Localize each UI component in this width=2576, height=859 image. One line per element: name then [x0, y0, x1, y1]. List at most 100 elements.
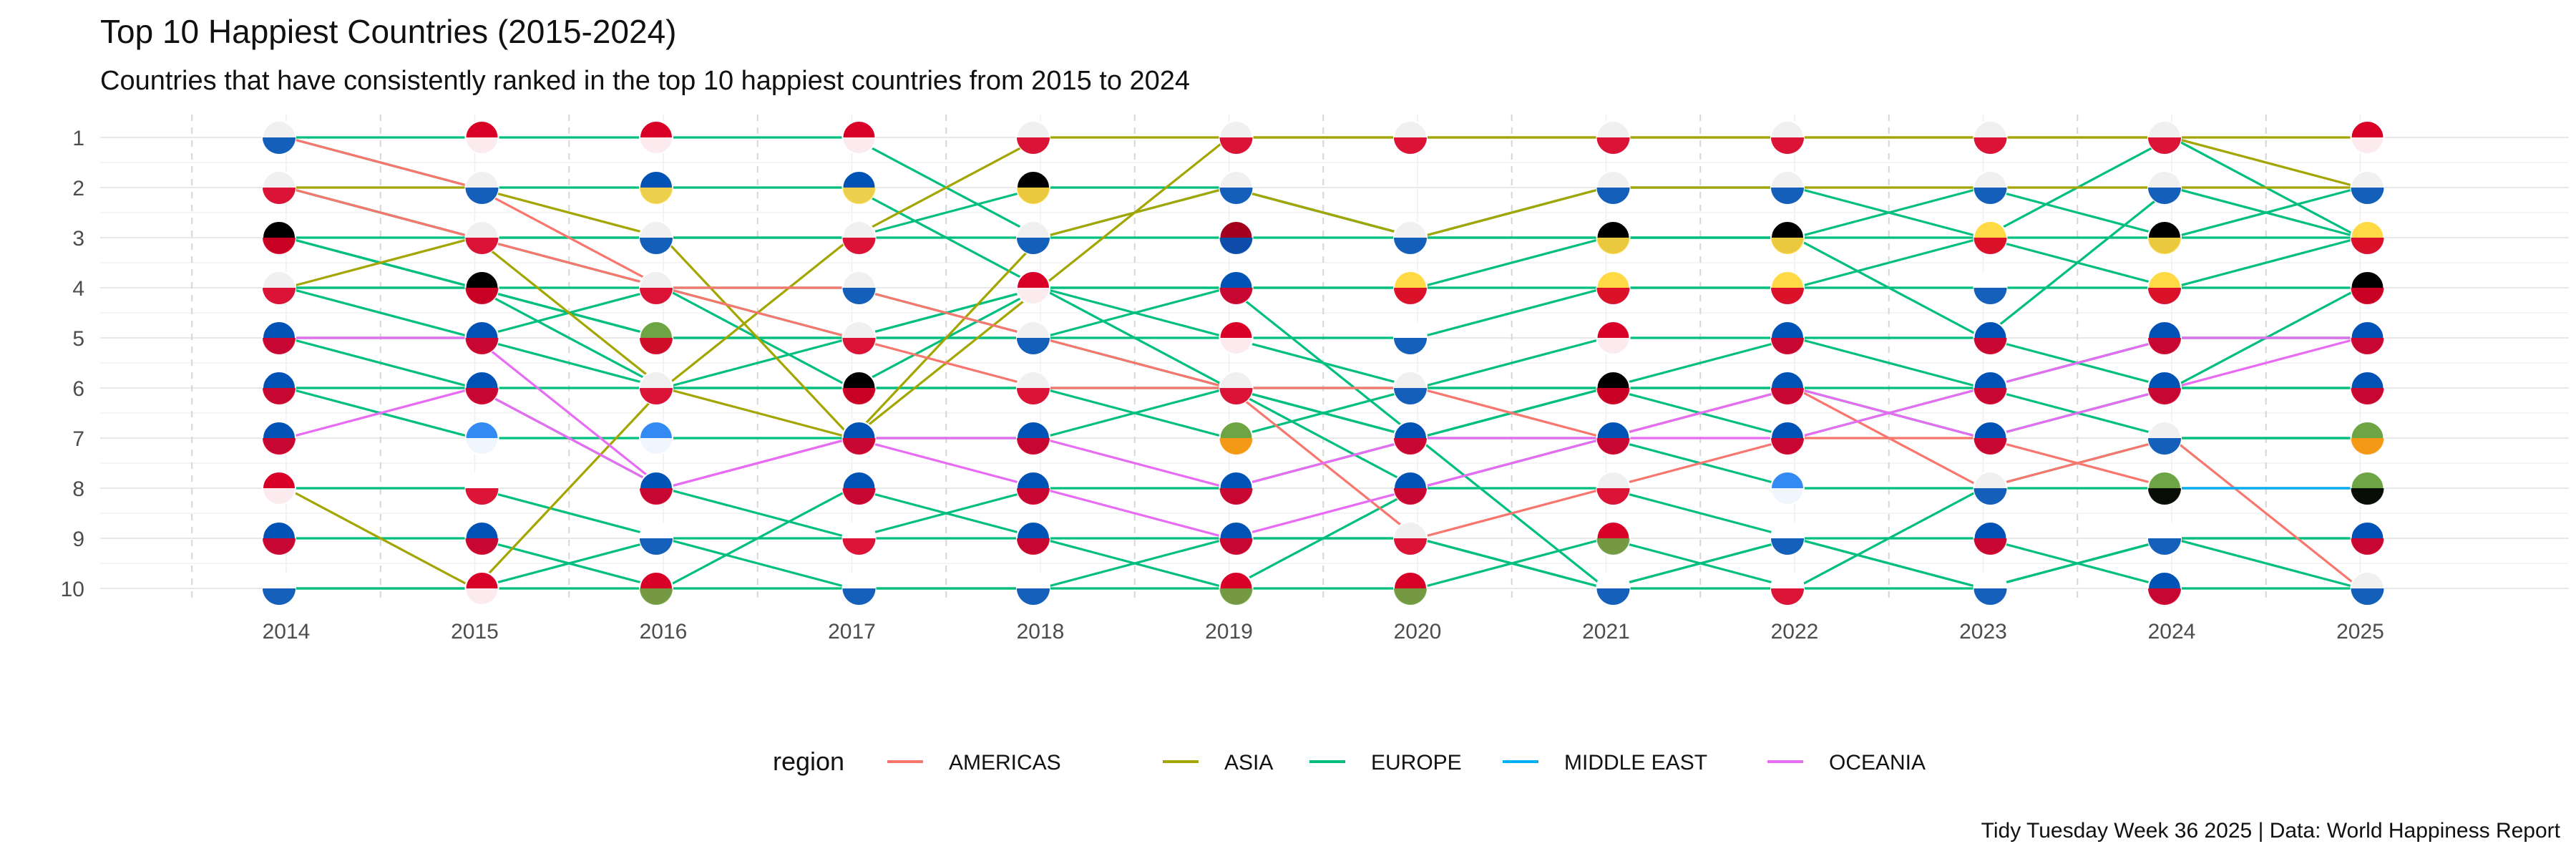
flag-point-iceland-stripe: [465, 538, 499, 555]
flag-point-japan: [2147, 120, 2182, 155]
flag-point-slovakia-stripe: [1017, 538, 1050, 555]
flag-point-uk: [1770, 321, 1805, 355]
flag-point-iceland-stripe: [263, 538, 296, 555]
flag-point-spain-stripe: [1974, 238, 2007, 254]
y-tick-label: 3: [72, 227, 84, 251]
flag-point-singapore-stripe: [465, 588, 499, 606]
flag-point-hungary: [639, 571, 673, 606]
flag-point-korea: [1219, 170, 1254, 205]
flag-point-australia: [1393, 421, 1428, 455]
series-line-japan: [286, 136, 2361, 389]
flag-point-canada: [639, 271, 673, 305]
flag-point-spain-stripe: [2148, 288, 2181, 304]
flag-point-slovakia-stripe: [263, 388, 296, 404]
flag-point-denmark-stripe: [842, 137, 876, 154]
flag-point-hungary: [1393, 571, 1428, 606]
flag-point-switzerland-stripe: [1219, 338, 1253, 355]
flag-point-japan: [1596, 120, 1631, 155]
legend-label-americas: AMERICAS: [949, 751, 1061, 775]
flag-point-korea-stripe: [640, 238, 673, 254]
flag-point-new-zealand: [464, 321, 499, 355]
flag-point-australia: [1973, 421, 2008, 455]
series-line-slovenia: [286, 537, 2361, 590]
flag-point-canada: [1596, 471, 1631, 505]
flag-point-spain: [1770, 271, 1805, 305]
flag-point-uae-stripe: [2351, 488, 2384, 505]
flag-point-iceland: [2147, 571, 2182, 606]
series-line-usa: [286, 136, 2361, 590]
flag-point-slovenia-stripe: [1974, 588, 2007, 606]
flag-point-japan-stripe: [1771, 137, 1804, 154]
y-axis: 1 2 3 4 5 6 7 8 9 10: [61, 127, 84, 601]
x-tick-label: 2024: [2148, 620, 2196, 644]
flag-point-ireland: [1219, 421, 1254, 455]
flag-point-japan: [841, 220, 877, 255]
flag-point-korea-stripe: [2148, 188, 2181, 204]
flag-point-ireland-stripe: [1219, 438, 1253, 455]
flag-point-germany-stripe: [1017, 188, 1050, 204]
flag-point-canada-stripe: [1219, 388, 1253, 404]
flag-point-usa-stripe: [263, 137, 296, 154]
flag-point-belgium: [464, 271, 499, 305]
flag-point-australia-stripe: [2148, 388, 2181, 404]
chart-title: Top 10 Happiest Countries (2015-2024): [100, 13, 677, 50]
flag-point-switzerland-stripe: [1596, 338, 1630, 355]
flag-point-germany: [1016, 170, 1050, 205]
flag-point-singapore: [1016, 271, 1050, 305]
flag-point-slovenia-stripe: [1596, 588, 1630, 606]
flag-point-hungary-stripe: [1596, 538, 1630, 555]
x-tick-label: 2014: [263, 620, 311, 644]
flag-point-belgium: [262, 220, 296, 255]
flag-point-hungary: [1596, 521, 1631, 555]
flag-point-switzerland: [1596, 321, 1631, 355]
flag-point-uk: [1219, 271, 1254, 305]
flag-point-belgium-stripe: [1596, 388, 1630, 404]
flag-point-sweden: [639, 170, 673, 205]
flag-point-canada-stripe: [1596, 488, 1630, 505]
y-tick-label: 6: [72, 377, 84, 401]
legend-label-oceania: OCEANIA: [1829, 751, 1926, 775]
flag-point-new-zealand: [262, 321, 296, 355]
flag-point-korea-stripe: [1219, 188, 1253, 204]
flag-point-australia: [262, 421, 296, 455]
flag-point-canada: [464, 220, 499, 255]
flag-point-japan-stripe: [842, 238, 876, 254]
flag-point-ireland-stripe: [2351, 438, 2384, 455]
y-tick-label: 4: [72, 277, 84, 301]
flag-point-korea: [2147, 170, 2182, 205]
flag-point-usa-stripe: [842, 288, 876, 305]
flag-point-new-zealand: [639, 471, 673, 505]
flag-point-greece: [639, 421, 673, 455]
flag-point-new-zealand: [1393, 471, 1428, 505]
flag-point-usa-stripe: [2148, 438, 2181, 455]
flag-point-usa: [841, 271, 877, 305]
legend-label-asia: ASIA: [1224, 751, 1273, 775]
flag-point-slovenia-stripe: [2148, 538, 2181, 555]
flag-point-uae: [2350, 471, 2385, 505]
flag-point-denmark: [841, 120, 877, 155]
flag-point-czechia: [464, 471, 499, 505]
flag-point-switzerland: [1219, 321, 1254, 355]
flag-point-iceland-stripe: [842, 488, 876, 505]
flag-point-korea: [1596, 170, 1631, 205]
flag-point-slovenia-stripe: [1771, 538, 1804, 555]
flag-point-new-zealand: [1596, 421, 1631, 455]
flag-point-hungary-stripe: [1219, 588, 1253, 606]
flag-point-usa: [1973, 471, 2008, 505]
flag-point-australia: [2147, 371, 2182, 405]
x-tick-label: 2021: [1582, 620, 1630, 644]
x-tick-label: 2019: [1205, 620, 1253, 644]
flag-point-singapore-stripe: [263, 488, 296, 505]
flag-point-usa: [262, 120, 296, 155]
flag-point-new-zealand: [2147, 321, 2182, 355]
y-tick-label: 2: [72, 177, 84, 200]
flag-point-denmark-stripe: [640, 137, 673, 154]
flag-point-denmark: [639, 120, 673, 155]
flag-point-germany-stripe: [1596, 238, 1630, 254]
flag-point-australia-stripe: [1219, 488, 1253, 505]
flag-point-australia-stripe: [1771, 388, 1804, 404]
flag-point-new-zealand-stripe: [2351, 338, 2384, 355]
flag-point-singapore-stripe: [1017, 288, 1050, 304]
flag-point-germany: [1770, 220, 1805, 255]
flag-point-belgium-stripe: [2351, 288, 2384, 305]
